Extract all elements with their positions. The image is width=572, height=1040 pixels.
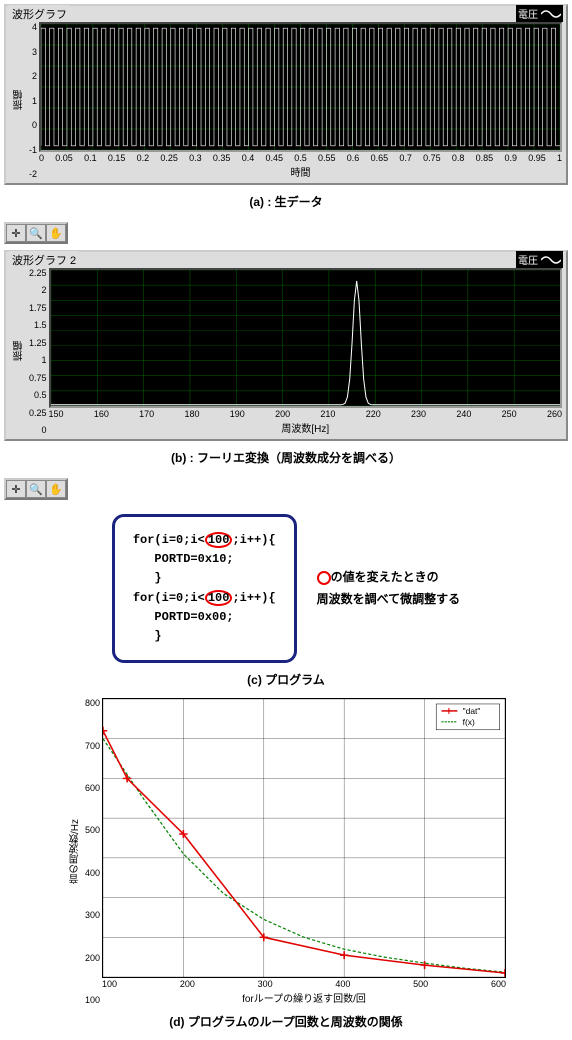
tool-zoom[interactable]: 🔍 xyxy=(26,224,46,242)
tool-crosshair[interactable]: ✛ xyxy=(6,480,26,498)
panel-b-plot[interactable] xyxy=(49,268,562,408)
code-note: の値を変えたときの 周波数を調べて微調整する xyxy=(317,567,461,610)
panel-a-legend: 電圧 xyxy=(516,5,563,22)
svg-text:"dat": "dat" xyxy=(463,707,481,716)
circle-icon xyxy=(317,571,331,585)
caption-c: (c) プログラム xyxy=(0,671,572,688)
tool-zoom[interactable]: 🔍 xyxy=(26,480,46,498)
panel-a-xlabel: 時間 xyxy=(39,164,562,179)
panel-b-ylabel: 振幅 xyxy=(10,268,29,435)
svg-text:f(x): f(x) xyxy=(463,718,475,727)
panel-d-ylabel: 音の周波数/Hz xyxy=(66,698,85,1005)
caption-d: (d) プログラムのループ回数と周波数の関係 xyxy=(0,1013,572,1030)
panel-a-yticks: 43210-1-2 xyxy=(29,22,39,179)
panel-d-xlabel: forループの繰り返す回数/回 xyxy=(102,990,506,1005)
panel-a-plot[interactable] xyxy=(39,22,562,152)
panel-a-title: 波形グラフ xyxy=(9,5,70,23)
panel-b-yticks: 2.2521.751.51.2510.750.50.250 xyxy=(29,268,49,435)
panel-b-title: 波形グラフ 2 xyxy=(9,251,79,269)
panel-a-ylabel: 振幅 xyxy=(10,22,29,179)
caption-b: (b) : フーリエ変換（周波数成分を調べる） xyxy=(0,449,572,466)
panel-b-xticks: 150160170180190200210220230240250260 xyxy=(49,408,562,420)
panel-d-xticks: 100200300400500600 xyxy=(102,978,506,990)
panel-a: 波形グラフ 電圧 振幅 43210-1-2 00.050.10.150.20.2… xyxy=(4,4,568,185)
panel-b-legend: 電圧 xyxy=(516,251,563,268)
panel-b: 波形グラフ 2 電圧 振幅 2.2521.751.51.2510.750.50.… xyxy=(4,250,568,441)
circle-value-1: 100 xyxy=(205,532,233,548)
panel-d-yticks: 100200300400500600700800 xyxy=(85,698,102,1005)
tool-pan[interactable]: ✋ xyxy=(46,224,66,242)
panel-a-xticks: 00.050.10.150.20.250.30.350.40.450.50.55… xyxy=(39,152,562,164)
tool-pan[interactable]: ✋ xyxy=(46,480,66,498)
toolbar-a: ✛ 🔍 ✋ xyxy=(4,222,68,244)
toolbar-b: ✛ 🔍 ✋ xyxy=(4,478,68,500)
panel-d: 音の周波数/Hz 100200300400500600700800 "dat" f… xyxy=(66,698,506,1005)
tool-crosshair[interactable]: ✛ xyxy=(6,224,26,242)
code-box: for(i=0;i<100;i++){ PORTD=0x10; } for(i=… xyxy=(112,514,297,663)
panel-d-plot[interactable]: "dat" f(x) xyxy=(102,698,506,978)
caption-a: (a) : 生データ xyxy=(0,193,572,210)
panel-b-xlabel: 周波数[Hz] xyxy=(49,420,562,435)
circle-value-2: 100 xyxy=(205,590,233,606)
section-c: for(i=0;i<100;i++){ PORTD=0x10; } for(i=… xyxy=(10,514,562,663)
